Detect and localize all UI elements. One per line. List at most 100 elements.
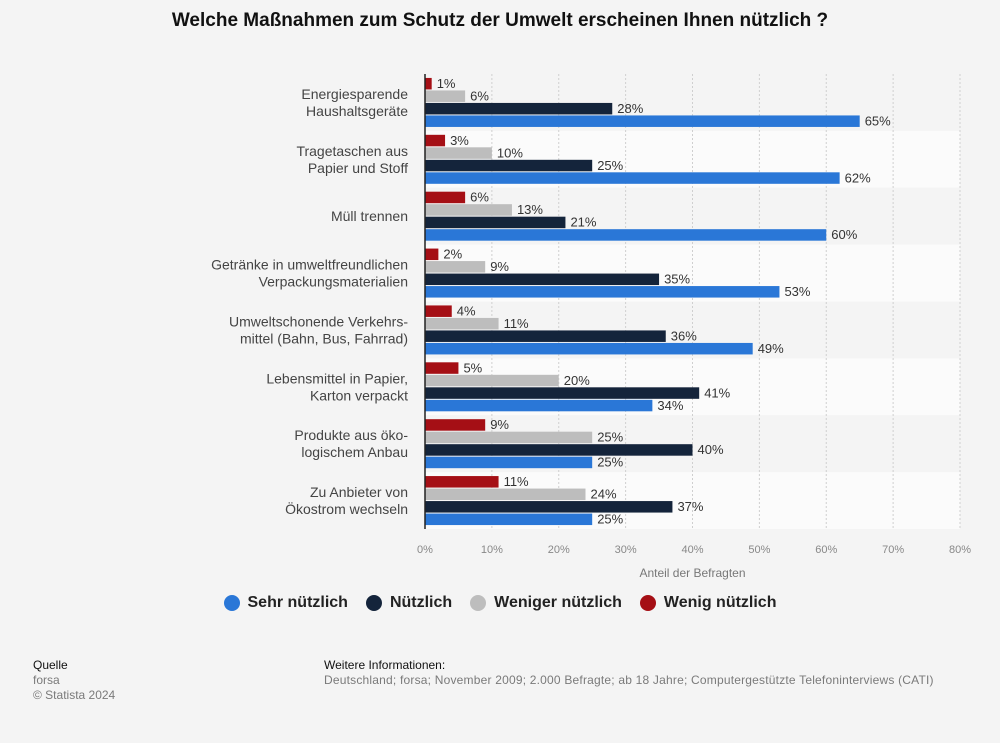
category-label: Zu Anbieter von bbox=[310, 484, 408, 500]
bar bbox=[425, 147, 492, 159]
data-label: 37% bbox=[677, 499, 703, 514]
x-tick-label: 30% bbox=[615, 544, 637, 556]
data-label: 6% bbox=[470, 190, 489, 205]
bar bbox=[425, 286, 780, 298]
chart-title: Welche Maßnahmen zum Schutz der Umwelt e… bbox=[171, 10, 829, 31]
data-label: 25% bbox=[597, 455, 623, 470]
data-label: 13% bbox=[517, 202, 543, 217]
data-label: 28% bbox=[617, 101, 643, 116]
bar bbox=[425, 456, 593, 469]
bar bbox=[425, 305, 452, 317]
source-name: forsa bbox=[33, 673, 60, 687]
category-label: Müll trennen bbox=[331, 208, 408, 224]
bar bbox=[425, 431, 593, 444]
legend-label: Weniger nützlich bbox=[494, 594, 622, 611]
data-label: 24% bbox=[591, 487, 617, 502]
info-block: Weitere Informationen: Deutschland; fors… bbox=[324, 658, 934, 688]
bar bbox=[425, 476, 499, 488]
data-label: 11% bbox=[504, 474, 529, 489]
data-label: 4% bbox=[457, 303, 476, 318]
legend-item[interactable]: Wenig nützlich bbox=[639, 594, 777, 612]
category-label: logischem Anbau bbox=[301, 444, 408, 460]
bar bbox=[425, 115, 860, 127]
data-label: 10% bbox=[497, 145, 523, 160]
bar bbox=[425, 172, 840, 184]
category-label: Produkte aus öko- bbox=[294, 427, 408, 443]
bar bbox=[425, 342, 753, 355]
legend-label: Wenig nützlich bbox=[663, 594, 777, 611]
data-label: 60% bbox=[831, 227, 857, 242]
data-label: 25% bbox=[597, 430, 623, 445]
bar bbox=[425, 102, 613, 115]
data-label: 21% bbox=[570, 215, 596, 230]
legend-marker bbox=[470, 595, 487, 611]
chart-legend: Sehr nützlich Nützlich Weniger nützlich Wen… bbox=[0, 594, 1000, 612]
source-heading: Quelle bbox=[33, 658, 68, 672]
category-label: Umweltschonende Verkehrs- bbox=[229, 313, 408, 329]
legend-item[interactable]: Nützlich bbox=[365, 594, 453, 612]
x-tick-label: 50% bbox=[748, 544, 770, 556]
legend-marker bbox=[223, 595, 240, 611]
info-heading: Weitere Informationen: bbox=[324, 658, 446, 672]
category-label: Papier und Stoff bbox=[308, 160, 408, 176]
data-label: 62% bbox=[845, 170, 871, 185]
data-label: 1% bbox=[437, 76, 456, 91]
legend-label: Sehr nützlich bbox=[247, 594, 348, 611]
bar bbox=[425, 229, 827, 241]
x-axis-title: Anteil der Befragten bbox=[639, 566, 745, 580]
data-label: 34% bbox=[657, 398, 683, 413]
data-label: 25% bbox=[597, 512, 623, 527]
data-label: 11% bbox=[504, 316, 529, 331]
bar bbox=[425, 501, 673, 513]
bar bbox=[425, 159, 593, 172]
bar bbox=[425, 419, 486, 431]
data-label: 25% bbox=[597, 158, 623, 173]
bar bbox=[425, 90, 466, 102]
data-label: 49% bbox=[758, 341, 784, 356]
bar bbox=[425, 330, 666, 342]
data-label: 20% bbox=[564, 373, 590, 388]
category-label: Ökostrom wechseln bbox=[285, 500, 408, 517]
bar bbox=[425, 261, 486, 273]
legend-item[interactable]: Sehr nützlich bbox=[223, 594, 348, 612]
data-label: 9% bbox=[490, 417, 509, 432]
data-label: 36% bbox=[671, 328, 697, 343]
bar bbox=[425, 248, 439, 261]
bar bbox=[425, 387, 700, 399]
data-label: 5% bbox=[463, 360, 482, 375]
bar bbox=[425, 362, 459, 374]
info-text: Deutschland; forsa; November 2009; 2.000… bbox=[324, 673, 934, 687]
category-label: Getränke in umweltfreundlichen bbox=[211, 257, 408, 273]
x-tick-label: 40% bbox=[681, 544, 703, 556]
source-block: Quelle forsa © Statista 2024 bbox=[33, 658, 115, 703]
category-label: Tragetaschen aus bbox=[296, 143, 408, 159]
bar bbox=[425, 444, 693, 456]
category-label: mittel (Bahn, Bus, Fahrrad) bbox=[240, 330, 408, 346]
data-label: 3% bbox=[450, 133, 469, 148]
x-tick-label: 0% bbox=[417, 544, 433, 556]
data-label: 65% bbox=[865, 113, 891, 128]
x-tick-label: 60% bbox=[815, 544, 837, 556]
legend-item[interactable]: Weniger nützlich bbox=[470, 594, 622, 612]
data-label: 35% bbox=[664, 272, 690, 287]
bar bbox=[425, 513, 593, 526]
legend-marker bbox=[365, 595, 382, 611]
category-label: Energiesparende bbox=[301, 86, 408, 102]
category-label: Verpackungsmaterialien bbox=[259, 274, 408, 290]
x-tick-label: 20% bbox=[548, 544, 570, 556]
x-tick-label: 80% bbox=[949, 544, 971, 556]
data-label: 41% bbox=[704, 385, 730, 400]
data-label: 40% bbox=[698, 442, 724, 457]
bar bbox=[425, 374, 559, 387]
bar bbox=[425, 317, 499, 330]
data-label: 9% bbox=[490, 259, 509, 274]
legend-label: Nützlich bbox=[389, 594, 453, 611]
bar-chart: 0% 10% 20% 30% 40% 50% 60% 70% 80% Anteil der Bef… bbox=[211, 74, 971, 580]
bar bbox=[425, 204, 512, 216]
legend-marker bbox=[639, 595, 656, 611]
bar bbox=[425, 488, 586, 501]
copyright-notice: © Statista 2024 bbox=[33, 688, 116, 702]
x-tick-label: 70% bbox=[882, 544, 904, 556]
bar bbox=[425, 191, 466, 204]
category-label: Lebensmittel in Papier, bbox=[266, 370, 408, 386]
